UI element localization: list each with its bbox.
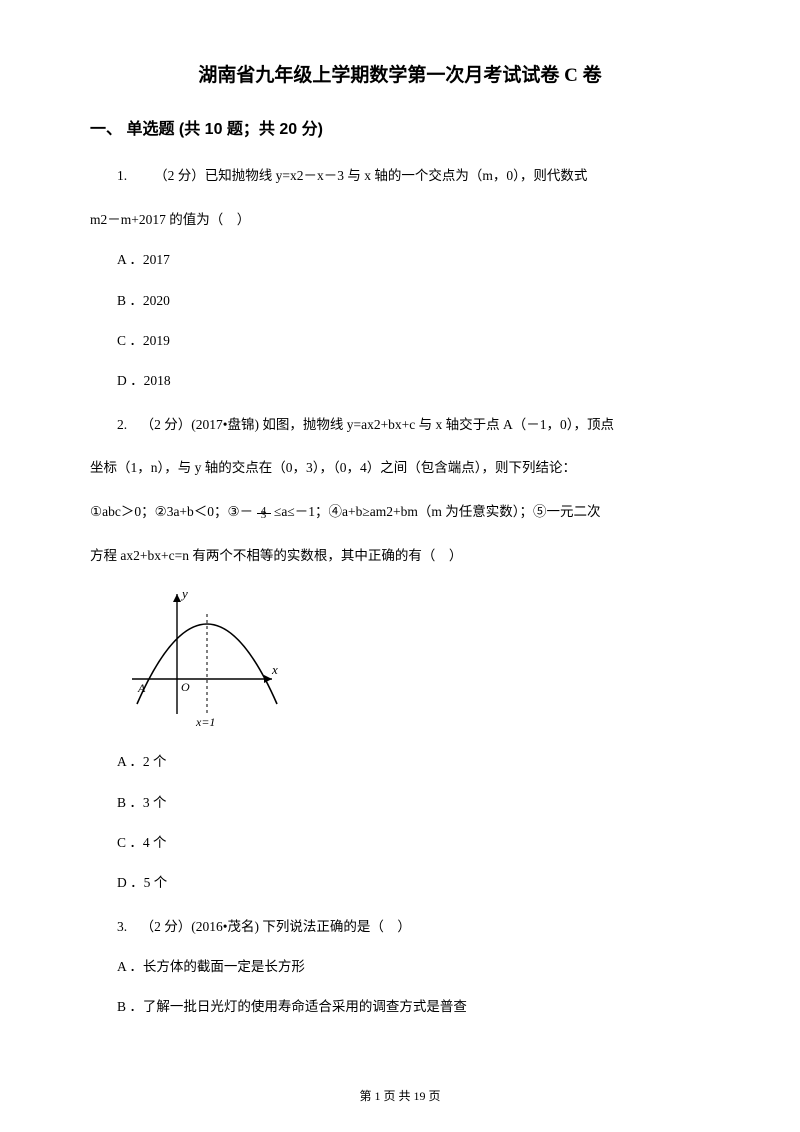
q1-stem-line2: m2－m+2017 的值为（ ） bbox=[90, 205, 710, 235]
svg-text:y: y bbox=[180, 586, 188, 601]
q2-option-b: B ．3 个 bbox=[90, 791, 710, 815]
q1-option-c: C ．2019 bbox=[90, 329, 710, 353]
q1-option-d: D ．2018 bbox=[90, 369, 710, 393]
q1-stem-line1: 1. （2 分）已知抛物线 y=x2－x－3 与 x 轴的一个交点为（m，0），… bbox=[90, 161, 710, 191]
svg-text:x=1: x=1 bbox=[195, 715, 215, 729]
q3-option-a: A ．长方体的截面一定是长方形 bbox=[90, 955, 710, 979]
page: 湖南省九年级上学期数学第一次月考试试卷 C 卷 一、 单选题 (共 10 题；共… bbox=[0, 0, 800, 1132]
fraction-denominator: 3 bbox=[257, 503, 271, 527]
fraction-icon: 4 3 bbox=[257, 501, 271, 525]
exam-title: 湖南省九年级上学期数学第一次月考试试卷 C 卷 bbox=[90, 60, 710, 87]
q2-option-d: D ．5 个 bbox=[90, 871, 710, 895]
q2-option-c: C ．4 个 bbox=[90, 831, 710, 855]
q2-stem-line1: 2. （2 分）(2017•盘锦) 如图，抛物线 y=ax2+bx+c 与 x … bbox=[90, 410, 710, 440]
q2-stem-line4: 方程 ax2+bx+c=n 有两个不相等的实数根，其中正确的有（ ） bbox=[90, 541, 710, 571]
q2-stem-line3-post: ≤a≤－1；④a+b≥am2+bm（m 为任意实数）；⑤一元二次 bbox=[274, 504, 601, 519]
svg-text:A: A bbox=[137, 681, 146, 695]
q1-option-a: A ．2017 bbox=[90, 248, 710, 272]
page-footer: 第 1 页 共 19 页 bbox=[0, 1087, 800, 1104]
parabola-graph-icon: y x O A x=1 bbox=[122, 584, 287, 729]
q3-stem: 3. （2 分）(2016•茂名) 下列说法正确的是（ ） bbox=[90, 912, 710, 942]
svg-text:O: O bbox=[181, 680, 190, 694]
q3-option-b: B ．了解一批日光灯的使用寿命适合采用的调查方式是普查 bbox=[90, 995, 710, 1019]
q2-option-a: A ．2 个 bbox=[90, 750, 710, 774]
q1-option-b: B ．2020 bbox=[90, 289, 710, 313]
q2-stem-line3: ①abc＞0；②3a+b＜0；③－ 4 3 ≤a≤－1；④a+b≥am2+bm（… bbox=[90, 497, 710, 527]
q2-graph: y x O A x=1 bbox=[122, 584, 710, 734]
section-1-heading: 一、 单选题 (共 10 题；共 20 分) bbox=[90, 115, 710, 139]
q2-stem-line3-pre: ①abc＞0；②3a+b＜0；③－ bbox=[90, 504, 253, 519]
svg-text:x: x bbox=[271, 662, 278, 677]
q2-stem-line2: 坐标（1，n），与 y 轴的交点在（0，3），（0，4）之间（包含端点），则下列… bbox=[90, 453, 710, 483]
